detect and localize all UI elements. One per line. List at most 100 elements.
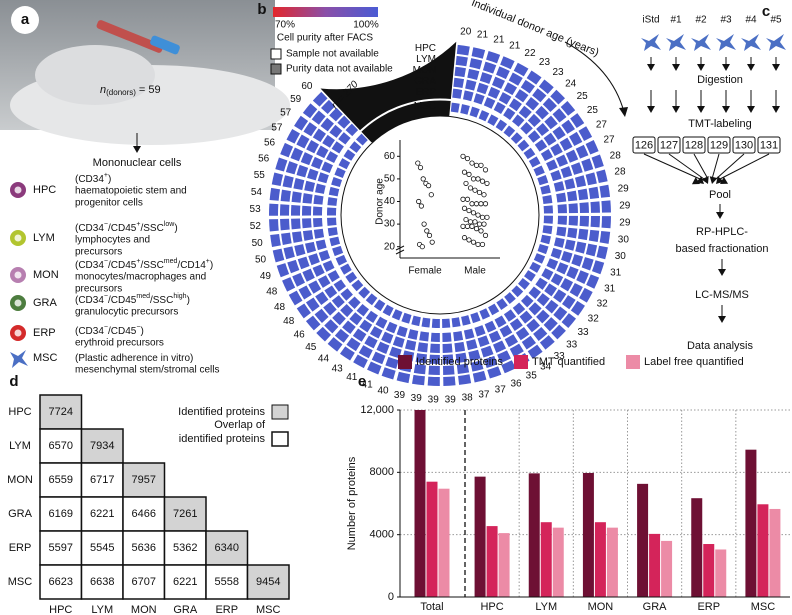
cell-marker: (CD34−/CD45+/SSCmed/CD14+) [75, 258, 213, 270]
purity-cell [492, 340, 507, 353]
arrow-head [672, 64, 680, 71]
table-cell [80, 428, 124, 464]
donor-age: 28 [614, 167, 626, 178]
donor-age: 43 [332, 363, 344, 374]
arrow-head [772, 64, 780, 71]
purity-cell [512, 302, 526, 315]
donor-age: 56 [264, 138, 276, 149]
x-tick-label: Male [464, 266, 486, 277]
purity-cell [369, 326, 383, 339]
donor-age: 37 [478, 389, 490, 400]
purity-cell [292, 231, 303, 243]
purity-cell [553, 306, 568, 321]
cell-value: 6717 [90, 474, 114, 486]
purity-cell [561, 295, 576, 310]
y-axis-label: Number of proteins [346, 456, 358, 550]
purity-cell [596, 169, 608, 184]
purity-cell [282, 277, 296, 292]
purity-cell [318, 250, 331, 262]
purity-cell [285, 161, 298, 175]
donor-age: 39 [445, 394, 457, 405]
marker-text: /CD45 [108, 326, 137, 337]
age-point [466, 207, 472, 214]
cell-icon-core [14, 329, 22, 337]
table-cell [80, 496, 124, 532]
age-point [461, 235, 468, 241]
tag-box [682, 136, 706, 154]
purity-cell [338, 158, 351, 170]
purity-cell [568, 203, 578, 214]
purity-cell [539, 335, 555, 350]
tag-label: 131 [760, 139, 778, 151]
purity-cell [371, 351, 386, 365]
purity-cell [456, 44, 470, 56]
purity-cell [302, 193, 313, 204]
y-axis-label: Donor age [375, 178, 386, 225]
purity-cell [552, 126, 566, 140]
cell-description: lymphocytes and [75, 235, 150, 246]
purity-cell [556, 262, 569, 275]
cell-value: 6638 [90, 576, 114, 588]
purity-cell [329, 107, 343, 122]
ring-row-label: MON [413, 65, 436, 76]
cell-abbr: MSC [33, 352, 58, 364]
colorbar [273, 7, 378, 17]
purity-cell [496, 66, 510, 80]
axis-break [395, 245, 405, 251]
cell-icon [766, 34, 786, 51]
cell-icon-core [14, 234, 22, 242]
cell-icon [641, 34, 661, 51]
purity-cell [308, 253, 320, 266]
cell-icon [10, 350, 28, 368]
purity-cell [356, 303, 369, 317]
arrow-head [772, 106, 780, 113]
cell-value: 5545 [90, 542, 114, 554]
marker-superscript: + [136, 221, 140, 228]
marker-text: ) [210, 260, 213, 271]
purity-cell [528, 156, 541, 168]
donor-age: 57 [280, 108, 292, 119]
purity-cell [396, 371, 411, 384]
illustration-head [35, 45, 155, 105]
marker-superscript: − [136, 324, 140, 331]
step-label: Data analysis [687, 340, 754, 352]
cell-description: mesenchymal stem/stromal cells [75, 365, 219, 376]
donor-age: 39 [411, 393, 423, 404]
ring-separator [323, 98, 557, 332]
purity-cell [569, 131, 583, 146]
age-point [478, 162, 484, 168]
purity-cell [503, 82, 518, 96]
bar [745, 449, 757, 597]
table-cell [205, 564, 249, 600]
age-point [429, 239, 435, 245]
purity-cell [353, 354, 368, 369]
illustration-syringe [96, 20, 164, 53]
purity-cell [499, 324, 513, 338]
donor-age: 25 [587, 105, 599, 116]
donor-age: 21 [493, 34, 505, 45]
purity-cell [556, 226, 567, 237]
bar [606, 527, 618, 597]
marker-superscript: med [164, 258, 178, 265]
purity-cell [313, 228, 325, 239]
purity-cell [496, 298, 508, 310]
purity-cell [510, 132, 523, 145]
purity-cell [540, 234, 551, 245]
purity-cell [307, 168, 319, 181]
purity-cell [300, 152, 314, 166]
purity-cell [331, 141, 344, 154]
purity-cell [536, 293, 550, 307]
purity-cell [321, 161, 333, 173]
purity-cell [561, 313, 577, 329]
purity-cell [291, 218, 301, 230]
purity-cell [404, 339, 417, 351]
cell-marker: (CD34−/CD45med/SSChigh) [75, 293, 190, 305]
column-label: LYM [91, 604, 113, 615]
age-point [461, 169, 468, 175]
purity-cell [523, 147, 536, 160]
age-point [473, 201, 480, 207]
legend-swatch [514, 355, 528, 369]
arrow-head [722, 106, 730, 113]
purity-cell [560, 100, 576, 116]
